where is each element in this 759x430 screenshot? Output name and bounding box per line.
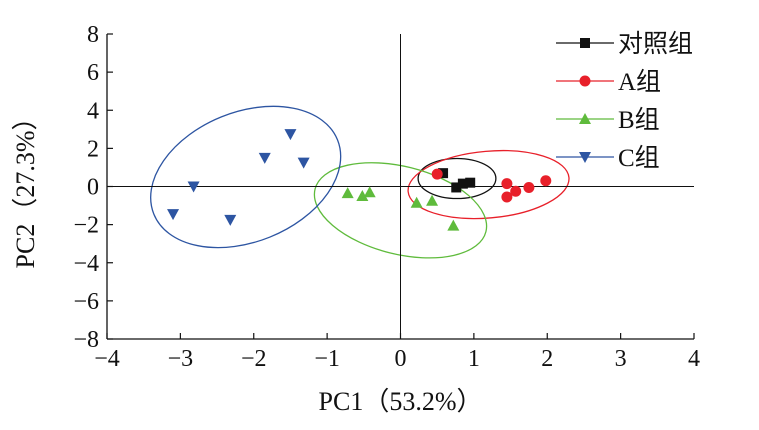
data-point-series-3	[224, 214, 237, 226]
data-point-series-0	[451, 182, 462, 193]
legend-marker	[579, 113, 591, 124]
legend-label: C组	[618, 144, 660, 172]
point-layer	[167, 129, 552, 231]
legend-marker	[580, 38, 590, 48]
data-point-series-1	[501, 191, 513, 203]
data-point-series-1	[510, 185, 522, 197]
data-point-series-3	[167, 209, 180, 221]
x-tick-label: 3	[615, 346, 627, 372]
data-point-series-3	[284, 129, 297, 141]
data-point-series-0	[438, 168, 449, 179]
x-tick-label: 2	[541, 346, 553, 372]
data-point-series-2	[447, 219, 460, 231]
legend: 对照组 A组 B组 C组	[556, 30, 693, 172]
y-tick-label: 4	[87, 98, 99, 124]
y-tick-label: 0	[87, 175, 99, 201]
data-point-series-0	[457, 178, 468, 189]
data-point-series-0	[465, 177, 476, 188]
x-tick-label: −4	[94, 346, 120, 372]
x-tick-label: 4	[688, 346, 700, 372]
x-tick-label: −3	[168, 346, 194, 372]
legend-label: B组	[618, 106, 660, 134]
data-point-series-2	[426, 194, 439, 206]
x-axis-title: PC1（53.2%）	[319, 387, 483, 416]
x-tick-label: 0	[395, 346, 407, 372]
confidence-ellipse-series-1	[407, 149, 570, 220]
y-tick-label: 6	[87, 60, 99, 86]
data-point-series-1	[431, 168, 443, 180]
data-point-series-2	[363, 186, 376, 198]
x-tick-label: −2	[241, 346, 267, 372]
y-tick-label: −8	[73, 327, 99, 353]
y-tick-label: 8	[87, 22, 99, 48]
data-point-series-3	[258, 152, 271, 164]
legend-label: A组	[618, 68, 661, 96]
y-tick-label: 2	[87, 136, 99, 162]
data-point-series-3	[297, 157, 310, 169]
legend-label: 对照组	[618, 30, 693, 58]
data-point-series-2	[410, 196, 423, 208]
y-axis-title: PC2（27.3%）	[11, 105, 40, 269]
legend-marker	[579, 75, 591, 87]
data-point-series-3	[187, 181, 200, 193]
data-point-series-2	[341, 187, 354, 199]
data-point-series-2	[356, 190, 369, 202]
y-tick-label: −6	[73, 289, 99, 315]
confidence-ellipse-series-2	[313, 162, 488, 259]
y-tick-label: −2	[73, 213, 99, 239]
x-tick-label: −1	[314, 346, 340, 372]
x-tick-label: 1	[468, 346, 480, 372]
confidence-ellipse-series-3	[150, 105, 342, 249]
data-point-series-1	[523, 181, 535, 193]
tick-layer: −4 −3 −2 −1 0 1 2 3 4 −8 −6 −4 −2 0 2 4 6 8	[73, 22, 700, 372]
y-tick-label: −4	[73, 251, 99, 277]
confidence-ellipse-series-0	[417, 157, 497, 200]
data-point-series-1	[540, 175, 552, 187]
legend-marker	[579, 152, 591, 163]
data-point-series-1	[501, 178, 513, 190]
ellipse-layer	[150, 105, 570, 259]
